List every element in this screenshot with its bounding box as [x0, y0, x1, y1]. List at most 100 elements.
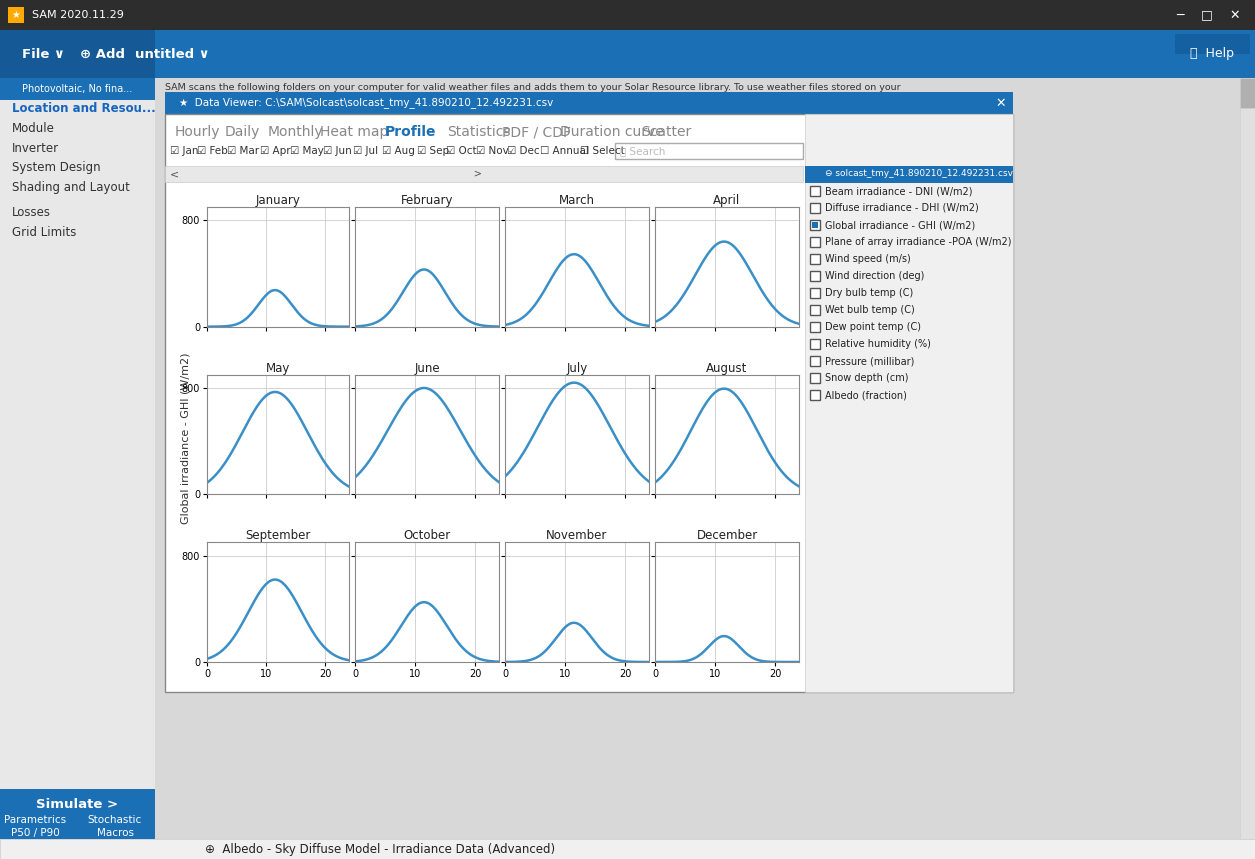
Bar: [0, 30, 1255, 78]
Title: September: September: [245, 529, 311, 542]
Text: Monthly: Monthly: [269, 125, 324, 139]
Bar: [156, 78, 1240, 839]
Bar: [164, 166, 803, 182]
Text: ☐ Annual: ☐ Annual: [540, 146, 589, 156]
Text: ⊕  Albedo - Sky Diffuse Model - Irradiance Data (Advanced): ⊕ Albedo - Sky Diffuse Model - Irradianc…: [205, 843, 555, 856]
Text: ☑ Feb: ☑ Feb: [197, 146, 227, 156]
Bar: [809, 254, 820, 264]
Text: Grid Limits: Grid Limits: [13, 226, 77, 239]
Text: ☑ Jul: ☑ Jul: [353, 146, 378, 156]
Text: Stochastic: Stochastic: [88, 815, 142, 825]
Text: PDF / CDF: PDF / CDF: [502, 125, 571, 139]
Bar: [1175, 34, 1250, 54]
Title: August: August: [707, 362, 748, 375]
Text: Plane of array irradiance -POA (W/m2): Plane of array irradiance -POA (W/m2): [825, 237, 1012, 247]
Text: Statistics: Statistics: [447, 125, 511, 139]
Text: ⊖ solcast_tmy_41.890210_12.492231.csv: ⊖ solcast_tmy_41.890210_12.492231.csv: [825, 169, 1013, 179]
Text: Losses: Losses: [13, 205, 51, 218]
Bar: [809, 271, 820, 281]
Bar: [809, 203, 820, 213]
Bar: [809, 220, 820, 230]
Bar: [809, 288, 820, 298]
Text: Profile: Profile: [385, 125, 437, 139]
Title: April: April: [713, 194, 740, 207]
Title: October: October: [403, 529, 451, 542]
Bar: [0, 839, 1255, 859]
Text: ☑ Jan: ☑ Jan: [169, 146, 198, 156]
Text: ☑ May: ☑ May: [290, 146, 324, 156]
Text: ☑ Oct: ☑ Oct: [446, 146, 477, 156]
Text: Location and Resou...: Location and Resou...: [13, 101, 156, 114]
Bar: [0, 789, 156, 839]
Title: December: December: [697, 529, 758, 542]
Text: Heat map: Heat map: [320, 125, 388, 139]
Text: ☑ Sep: ☑ Sep: [417, 146, 449, 156]
Bar: [809, 305, 820, 315]
Text: Snow depth (cm): Snow depth (cm): [825, 373, 909, 383]
Text: Module: Module: [13, 121, 55, 135]
Bar: [615, 143, 803, 159]
Text: >: >: [179, 169, 482, 179]
Text: ★  Data Viewer: C:\SAM\Solcast\solcast_tmy_41.890210_12.492231.csv: ★ Data Viewer: C:\SAM\Solcast\solcast_tm…: [179, 98, 553, 108]
Text: Dry bulb temp (C): Dry bulb temp (C): [825, 288, 914, 298]
Text: Global irradiance - GHI (W/m2): Global irradiance - GHI (W/m2): [179, 353, 190, 524]
Text: Diffuse irradiance - DHI (W/m2): Diffuse irradiance - DHI (W/m2): [825, 203, 979, 213]
Text: 🛈  Help: 🛈 Help: [1190, 47, 1234, 60]
Bar: [812, 222, 818, 228]
Text: Simulate >: Simulate >: [36, 799, 118, 812]
Text: Wet bulb temp (C): Wet bulb temp (C): [825, 305, 915, 315]
Text: Shading and Layout: Shading and Layout: [13, 181, 129, 194]
Text: ✕: ✕: [995, 96, 1007, 109]
Text: ☑ Aug: ☑ Aug: [382, 146, 415, 156]
Text: Parametrics: Parametrics: [4, 815, 67, 825]
Text: ✕: ✕: [1230, 9, 1240, 21]
Title: January: January: [256, 194, 300, 207]
Text: Dew point temp (C): Dew point temp (C): [825, 322, 921, 332]
Bar: [809, 237, 820, 247]
Bar: [0, 0, 1255, 30]
Bar: [1240, 78, 1255, 108]
Title: February: February: [400, 194, 453, 207]
Text: ☑ Nov: ☑ Nov: [476, 146, 508, 156]
Text: 🔍 Search: 🔍 Search: [620, 146, 665, 156]
Bar: [809, 322, 820, 332]
Text: File ∨: File ∨: [23, 47, 65, 60]
Bar: [809, 373, 820, 383]
Bar: [164, 114, 1013, 692]
Title: November: November: [546, 529, 607, 542]
Text: Photovoltaic, No fina...: Photovoltaic, No fina...: [21, 84, 132, 94]
Text: ☑ Apr: ☑ Apr: [260, 146, 291, 156]
Text: Scatter: Scatter: [641, 125, 692, 139]
Title: June: June: [414, 362, 439, 375]
Title: May: May: [266, 362, 290, 375]
Bar: [156, 78, 1240, 96]
Bar: [0, 78, 156, 100]
Text: Daily: Daily: [225, 125, 260, 139]
Text: Hourly: Hourly: [174, 125, 221, 139]
Text: Beam irradiance - DNI (W/m2): Beam irradiance - DNI (W/m2): [825, 186, 973, 196]
Bar: [809, 186, 820, 196]
Bar: [0, 78, 156, 829]
Text: Global irradiance - GHI (W/m2): Global irradiance - GHI (W/m2): [825, 220, 975, 230]
Text: Wind speed (m/s): Wind speed (m/s): [825, 254, 911, 264]
Text: □: □: [1201, 9, 1212, 21]
Text: Relative humidity (%): Relative humidity (%): [825, 339, 931, 349]
Bar: [809, 356, 820, 366]
Text: ☑ Jun: ☑ Jun: [323, 146, 351, 156]
Text: Macros: Macros: [97, 828, 133, 838]
Text: System Design: System Design: [13, 161, 100, 174]
Text: SAM scans the following folders on your computer for valid weather files and add: SAM scans the following folders on your …: [164, 82, 901, 92]
Text: Duration curve: Duration curve: [560, 125, 664, 139]
Text: Albedo (fraction): Albedo (fraction): [825, 390, 907, 400]
Title: July: July: [566, 362, 587, 375]
Text: Wind direction (deg): Wind direction (deg): [825, 271, 925, 281]
Text: ☐ Select: ☐ Select: [580, 146, 625, 156]
Text: Pressure (millibar): Pressure (millibar): [825, 356, 915, 366]
Title: March: March: [558, 194, 595, 207]
Text: ☑ Mar: ☑ Mar: [227, 146, 259, 156]
Bar: [804, 114, 1013, 692]
Text: P50 / P90: P50 / P90: [10, 828, 59, 838]
Text: ★: ★: [11, 10, 20, 20]
Text: <: <: [169, 169, 179, 179]
Bar: [8, 7, 24, 23]
